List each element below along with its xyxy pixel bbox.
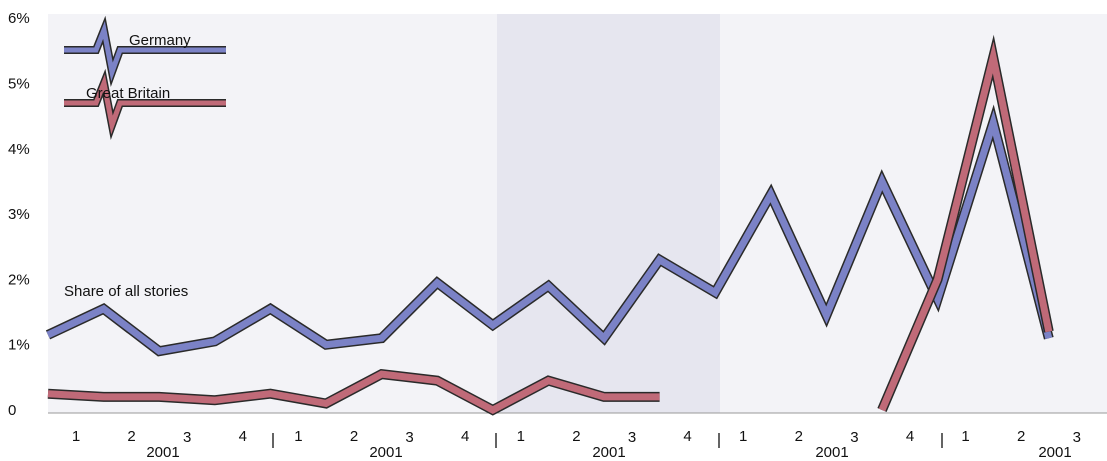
y-tick-label: 2% — [8, 271, 30, 288]
x-tick-label: 1 — [72, 428, 80, 445]
y-axis: 0 1% 2% 3% 4% 5% 6% — [8, 10, 30, 419]
x-year-label: 2001 — [592, 444, 625, 461]
background-band — [497, 14, 720, 413]
x-tick-label: 2 — [127, 428, 135, 445]
x-tick-label: 4 — [461, 428, 469, 445]
legend-label: Germany — [129, 32, 191, 49]
y-tick-label: 4% — [8, 141, 30, 158]
series-lines — [45, 34, 1054, 416]
x-year-label: 2001 — [815, 444, 848, 461]
x-tick-label: 2 — [572, 428, 580, 445]
x-tick-label: 3 — [628, 429, 636, 446]
x-tick-label: 1 — [517, 428, 525, 445]
x-tick-label: 3 — [1073, 429, 1081, 446]
x-tick-label: 2 — [350, 428, 358, 445]
x-tick-label: 2 — [1017, 428, 1025, 445]
x-tick-label: 4 — [906, 428, 914, 445]
x-tick-label: 3 — [850, 429, 858, 446]
x-year-label: 2001 — [146, 444, 179, 461]
y-tick-label: 6% — [8, 10, 30, 27]
x-tick-label: 1 — [961, 428, 969, 445]
y-tick-label: 1% — [8, 337, 30, 354]
y-tick-label: 3% — [8, 206, 30, 223]
y-tick-label: 5% — [8, 76, 30, 93]
legend-swatch — [64, 21, 226, 82]
annotation-share-of-all-stories: Share of all stories — [64, 283, 188, 300]
series-line — [47, 370, 660, 414]
y-tick-label: 0 — [8, 402, 16, 419]
legend: Germany Great Britain — [64, 15, 226, 141]
plot-background — [48, 14, 1107, 414]
background-band — [275, 14, 497, 413]
legend-label: Great Britain — [86, 85, 170, 102]
x-year-label: 2001 — [369, 444, 402, 461]
x-tick-label: 4 — [239, 428, 247, 445]
legend-swatch — [64, 74, 226, 135]
series-line — [878, 41, 1053, 412]
x-tick-label: 3 — [405, 429, 413, 446]
x-tick-label: 1 — [294, 428, 302, 445]
x-tick-label: 4 — [683, 428, 691, 445]
x-tick-label: 2 — [795, 428, 803, 445]
x-tick-label: 3 — [183, 429, 191, 446]
x-year-label: 2001 — [1038, 444, 1071, 461]
x-tick-label: 1 — [739, 428, 747, 445]
